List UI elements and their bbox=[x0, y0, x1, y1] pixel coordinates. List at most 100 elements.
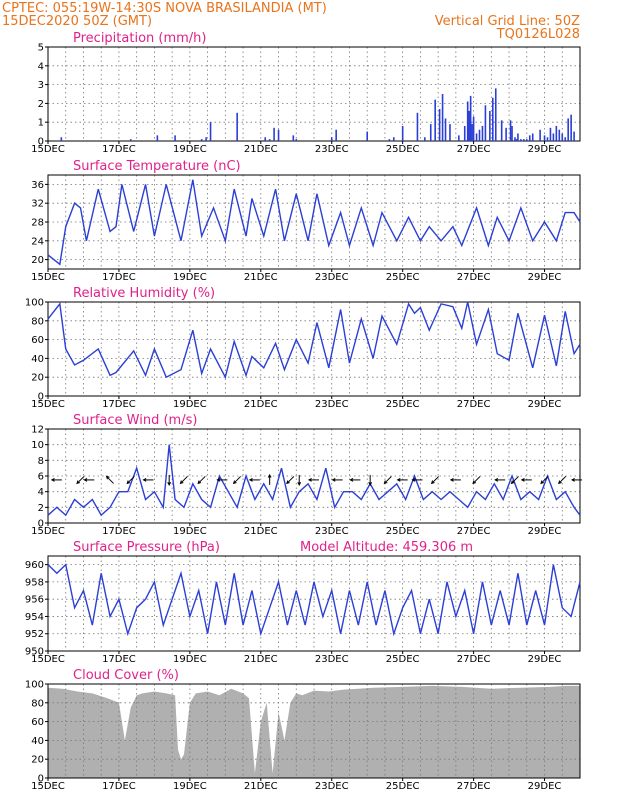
x-tick-label: 27DEC bbox=[457, 526, 491, 537]
y-tick-label: 24 bbox=[31, 236, 44, 247]
wind-arrow-icon bbox=[571, 478, 583, 482]
wind-arrow-icon bbox=[449, 478, 461, 482]
x-tick-label: 27DEC bbox=[457, 272, 491, 283]
precip-bar bbox=[401, 125, 404, 141]
wind-arrow-icon bbox=[179, 476, 188, 485]
precip-bar bbox=[528, 135, 531, 141]
precip-bar bbox=[393, 137, 395, 141]
wind-arrow-icon bbox=[142, 478, 154, 482]
wind-line bbox=[47, 444, 581, 517]
panel-title: Surface Pressure (hPa) bbox=[73, 540, 220, 555]
wind-arrow-icon bbox=[232, 476, 242, 485]
y-tick-label: 0 bbox=[38, 519, 44, 530]
temp-line bbox=[47, 179, 581, 266]
precip-bar bbox=[543, 135, 546, 141]
rh-line bbox=[47, 301, 581, 380]
x-tick-label: 21DEC bbox=[244, 272, 278, 283]
y-tick-label: 0 bbox=[38, 774, 44, 785]
precip-bar bbox=[295, 139, 298, 141]
precip-bar bbox=[273, 127, 275, 141]
precip-bar bbox=[434, 99, 436, 141]
x-tick-label: 17DEC bbox=[102, 526, 136, 537]
x-tick-label: 29DEC bbox=[528, 272, 562, 283]
precip-bar bbox=[205, 137, 207, 141]
header-location: CPTEC: 055:19W-14:30S NOVA BRASILANDIA (… bbox=[2, 1, 327, 16]
x-tick-label: 23DEC bbox=[315, 399, 349, 410]
x-tick-label: 21DEC bbox=[244, 654, 278, 665]
wind-arrow-icon bbox=[558, 476, 567, 485]
panel-wind: 0 2 4 6 8 10 12 15DEC 17DEC 19DEC 21DEC 23DEC 25DEC 2… bbox=[31, 413, 583, 537]
pres-line bbox=[47, 563, 581, 637]
precip-bar bbox=[489, 110, 491, 141]
y-tick-label: 952 bbox=[25, 629, 44, 640]
wind-arrow-icon bbox=[540, 476, 549, 485]
precip-bar bbox=[531, 133, 534, 141]
precip-bar bbox=[264, 137, 267, 141]
precip-bar bbox=[388, 139, 391, 141]
plot-frame bbox=[47, 683, 581, 779]
precip-bar bbox=[570, 114, 572, 141]
plot-frame bbox=[47, 301, 581, 397]
precip-bar bbox=[416, 112, 419, 141]
precip-bar bbox=[200, 139, 203, 141]
y-tick-label: 36 bbox=[31, 180, 44, 191]
precip-bar bbox=[471, 124, 473, 141]
x-tick-label: 17DEC bbox=[102, 654, 136, 665]
panel-cloud: 0 20 40 60 80 100 15DEC 17DEC 19DEC 21DEC 23DEC 25D… bbox=[25, 668, 581, 792]
y-tick-label: 80 bbox=[31, 698, 44, 709]
x-tick-label: 23DEC bbox=[315, 526, 349, 537]
precip-bar bbox=[514, 137, 516, 141]
x-tick-label: 15DEC bbox=[31, 654, 65, 665]
precip-bar bbox=[561, 133, 564, 141]
x-tick-label: 23DEC bbox=[315, 654, 349, 665]
precip-bar bbox=[573, 131, 575, 141]
wind-arrow-icon bbox=[430, 476, 440, 485]
x-tick-label: 25DEC bbox=[386, 654, 420, 665]
precip-bar bbox=[468, 110, 470, 141]
header-model-code: TQ0126L028 bbox=[496, 27, 580, 42]
x-tick-label: 27DEC bbox=[457, 654, 491, 665]
x-tick-label: 27DEC bbox=[457, 144, 491, 155]
y-tick-label: 956 bbox=[25, 595, 44, 606]
y-tick-label: 40 bbox=[31, 354, 44, 365]
precip-bar bbox=[209, 122, 212, 141]
y-tick-label: 12 bbox=[31, 425, 44, 436]
y-tick-label: 4 bbox=[38, 61, 44, 72]
y-tick-label: 60 bbox=[31, 335, 44, 346]
panel-pres: 950 952 954 956 958 960 15DEC 17DEC 19DEC 21DEC 23… bbox=[25, 540, 581, 665]
panel-title: Surface Temperature (nC) bbox=[73, 159, 241, 174]
x-tick-label: 17DEC bbox=[102, 144, 136, 155]
precip-bar bbox=[366, 131, 368, 141]
x-tick-label: 21DEC bbox=[244, 399, 278, 410]
precip-bar bbox=[174, 135, 176, 141]
wind-arrow-icon bbox=[472, 476, 481, 485]
precip-bar bbox=[129, 139, 132, 141]
plot-frame bbox=[47, 46, 581, 142]
x-tick-label: 25DEC bbox=[386, 781, 420, 792]
precip-bar bbox=[509, 120, 512, 141]
precip-bar bbox=[424, 137, 426, 141]
panel-precip: 0 1 2 3 4 5 15DEC 17DEC 19DEC 21DEC 23DEC 25DEC 27DE… bbox=[31, 31, 581, 155]
x-tick-label: 29DEC bbox=[528, 654, 562, 665]
x-tick-label: 21DEC bbox=[244, 781, 278, 792]
x-tick-label: 21DEC bbox=[244, 144, 278, 155]
precip-bar bbox=[292, 135, 295, 141]
x-tick-label: 15DEC bbox=[31, 526, 65, 537]
precip-bar bbox=[505, 127, 507, 141]
precip-bar bbox=[564, 137, 567, 141]
x-tick-label: 19DEC bbox=[173, 399, 207, 410]
y-tick-label: 80 bbox=[31, 316, 44, 327]
precip-bar bbox=[475, 133, 478, 141]
x-tick-label: 17DEC bbox=[102, 781, 136, 792]
y-tick-label: 28 bbox=[31, 218, 44, 229]
panel-title: Precipitation (mm/h) bbox=[73, 31, 206, 46]
precip-bar bbox=[481, 125, 484, 141]
precip-bar bbox=[552, 133, 555, 141]
precip-bar bbox=[444, 118, 447, 141]
panel-title: Surface Wind (m/s) bbox=[73, 413, 197, 428]
precip-bar bbox=[539, 129, 541, 141]
x-tick-label: 15DEC bbox=[31, 781, 65, 792]
wind-arrow-icon bbox=[331, 478, 343, 482]
cloud-area bbox=[48, 685, 580, 778]
